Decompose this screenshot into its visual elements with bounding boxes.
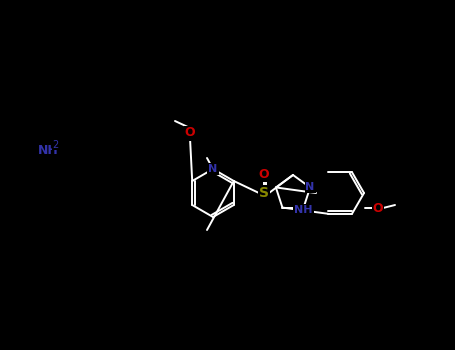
Text: O: O bbox=[373, 202, 383, 215]
Text: NH: NH bbox=[294, 204, 313, 215]
Text: NH: NH bbox=[38, 144, 59, 156]
Text: O: O bbox=[259, 168, 269, 181]
Text: O: O bbox=[185, 126, 195, 140]
Text: S: S bbox=[259, 186, 269, 200]
Text: 2: 2 bbox=[52, 140, 58, 150]
Text: N: N bbox=[208, 164, 217, 174]
Text: N: N bbox=[305, 182, 315, 192]
